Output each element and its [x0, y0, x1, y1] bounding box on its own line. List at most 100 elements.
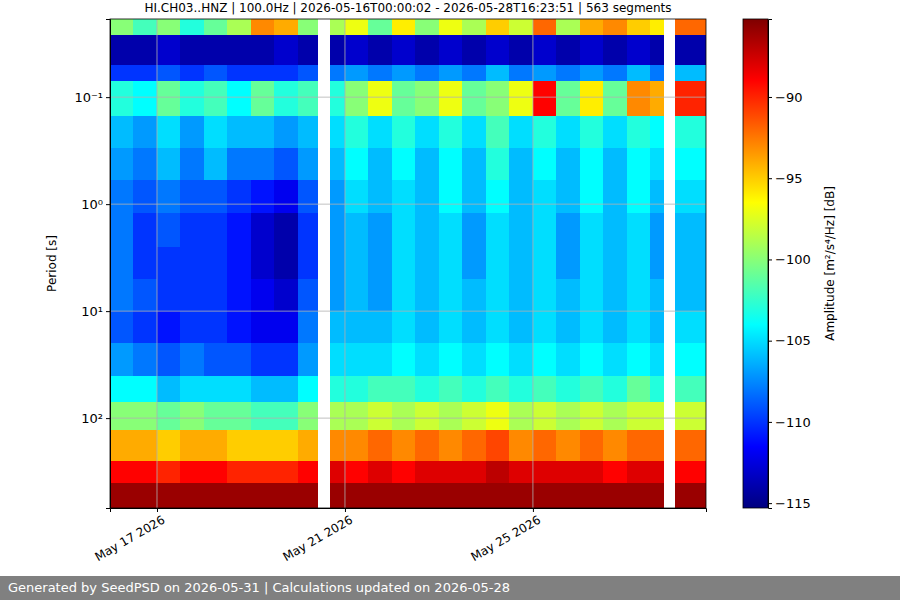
cell	[439, 311, 463, 344]
cell	[274, 402, 298, 431]
cell	[580, 116, 604, 149]
cell	[650, 402, 663, 431]
colorbar-tick-mark	[768, 97, 772, 98]
cell	[227, 376, 251, 402]
cell	[180, 279, 204, 312]
y-axis: 10⁻¹10⁰10¹10²	[74, 20, 110, 509]
cell	[204, 81, 228, 117]
colorbar-tick-label: −100	[775, 252, 811, 267]
cell	[650, 343, 663, 376]
cell	[627, 35, 651, 66]
cell	[368, 343, 392, 376]
cell	[227, 213, 251, 248]
cell	[368, 148, 392, 181]
cell	[486, 461, 510, 483]
cell	[580, 81, 604, 117]
cell	[675, 35, 706, 66]
cell	[298, 461, 318, 483]
cell	[274, 116, 298, 149]
cell	[110, 430, 134, 461]
cell	[345, 430, 369, 461]
cell	[415, 116, 439, 149]
cell	[204, 461, 228, 483]
cell	[330, 343, 345, 376]
y-grid-line	[110, 311, 706, 312]
cell	[110, 116, 134, 149]
cell	[509, 213, 533, 248]
cell	[439, 180, 463, 213]
cell	[509, 148, 533, 181]
footer: Generated by SeedPSD on 2026-05-31 | Cal…	[8, 580, 510, 595]
cell	[556, 402, 580, 431]
cell	[180, 213, 204, 248]
cell	[603, 180, 627, 213]
cell	[509, 376, 533, 402]
cell	[533, 279, 557, 312]
cell	[533, 148, 557, 181]
cell	[533, 247, 557, 280]
cell	[650, 247, 663, 280]
cell	[204, 213, 228, 248]
y-grid-line	[110, 204, 706, 205]
cell	[330, 376, 345, 402]
cell	[345, 35, 369, 66]
y-tick-mark	[106, 418, 110, 419]
y-tick: 10⁻¹	[74, 90, 110, 105]
cell	[556, 461, 580, 483]
cell	[368, 430, 392, 461]
cell	[251, 65, 275, 81]
cell	[110, 279, 134, 312]
cell	[330, 116, 345, 149]
cell	[603, 247, 627, 280]
cell	[650, 65, 663, 81]
cell	[204, 430, 228, 461]
cell	[486, 65, 510, 81]
cell	[157, 461, 181, 483]
cell	[274, 81, 298, 117]
colorbar-tick-mark	[768, 503, 772, 504]
cell	[603, 116, 627, 149]
cell	[133, 213, 157, 248]
cell	[180, 180, 204, 213]
cell	[439, 81, 463, 117]
cell	[345, 483, 369, 508]
cell	[675, 180, 706, 213]
cell	[650, 19, 663, 35]
cell	[392, 35, 416, 66]
cell	[533, 376, 557, 402]
cell	[415, 247, 439, 280]
cell	[251, 116, 275, 149]
cell	[204, 483, 228, 508]
cell	[580, 180, 604, 213]
cell	[556, 180, 580, 213]
cell	[675, 461, 706, 483]
cell	[439, 483, 463, 508]
cell	[110, 461, 134, 483]
cell	[415, 81, 439, 117]
y-axis-title: Period [s]	[45, 235, 59, 292]
colorbar-tick-mark	[768, 178, 772, 179]
cell	[675, 247, 706, 280]
cell	[368, 461, 392, 483]
cell	[227, 180, 251, 213]
cell	[330, 148, 345, 181]
cell	[133, 116, 157, 149]
cell	[509, 430, 533, 461]
cell	[556, 279, 580, 312]
cell	[157, 81, 181, 117]
cell	[274, 19, 298, 35]
cell	[650, 35, 663, 66]
cell	[650, 148, 663, 181]
cell	[415, 402, 439, 431]
cell	[110, 148, 134, 181]
cell	[603, 343, 627, 376]
cell	[251, 279, 275, 312]
cell	[486, 180, 510, 213]
cell	[462, 311, 486, 344]
cell	[274, 311, 298, 344]
cell	[204, 19, 228, 35]
cell	[627, 148, 651, 181]
cell	[415, 65, 439, 81]
cell	[180, 343, 204, 376]
cell	[675, 65, 706, 81]
